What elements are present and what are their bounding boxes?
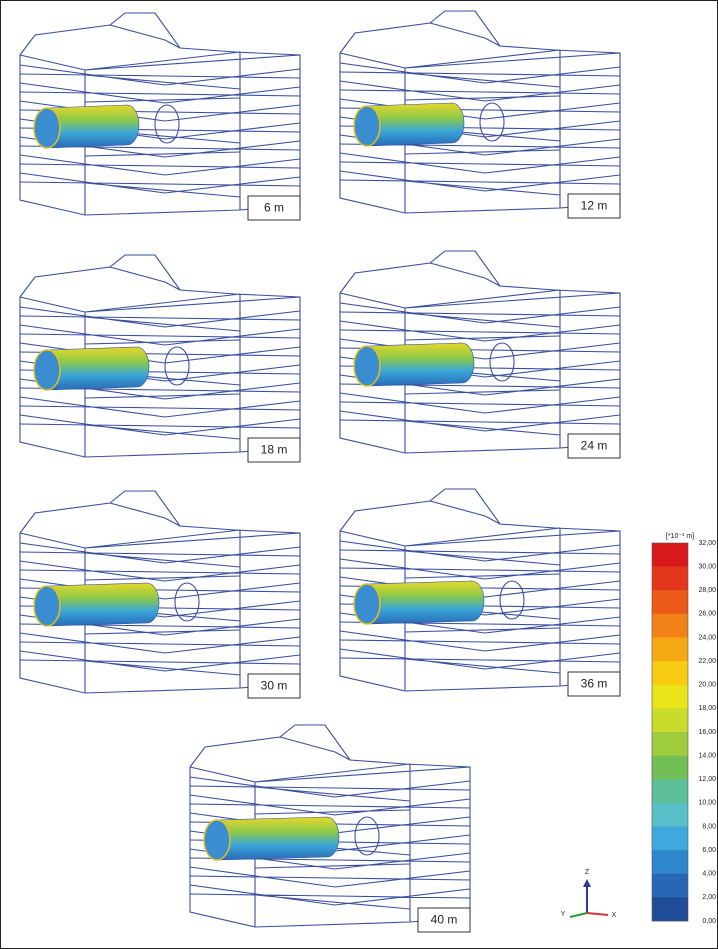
- legend-swatch: [652, 756, 688, 780]
- model-panel: 36 m: [340, 489, 620, 696]
- depth-label: 24 m: [581, 439, 608, 453]
- color-legend: [*10⁻³ m] 32,00 30,00 28,00 26,00 24,00 22,00…: [652, 533, 716, 925]
- legend-swatch: [652, 614, 688, 638]
- tunnel-face: [34, 108, 60, 148]
- depth-label: 40 m: [431, 913, 458, 927]
- legend-swatch: [652, 543, 688, 567]
- legend-tick-label: 8,00: [702, 823, 716, 830]
- legend-swatch: [652, 638, 688, 662]
- legend-tick-label: 20,00: [698, 682, 716, 689]
- tunnel-face: [34, 350, 60, 390]
- tunnel: [47, 583, 159, 626]
- legend-tick-label: 30,00: [698, 563, 716, 570]
- z-arrow: [583, 879, 591, 887]
- legend-tick-label: 0,00: [702, 918, 716, 925]
- tunnel-end: [500, 581, 524, 619]
- legend-swatch: [652, 897, 688, 921]
- model-panel: 18 m: [20, 255, 300, 462]
- legend-swatch: [652, 827, 688, 851]
- legend-swatch: [652, 685, 688, 709]
- tunnel: [367, 343, 474, 386]
- figure: 6 m 12 m 18 m 24 m 30 m 36 m 40 m [*10⁻³ m] 32…: [0, 0, 718, 949]
- legend-tick-label: 28,00: [698, 587, 716, 594]
- panels: 6 m 12 m 18 m 24 m 30 m 36 m 40 m: [20, 11, 620, 932]
- tunnel-end: [155, 105, 179, 143]
- depth-label: 6 m: [264, 201, 284, 215]
- legend-swatch: [652, 590, 688, 614]
- tunnel: [217, 817, 339, 860]
- model-panel: 12 m: [340, 11, 620, 218]
- axis-triad: Z Y X: [561, 869, 617, 919]
- tunnel-face: [354, 346, 380, 386]
- model-panel: 30 m: [20, 491, 300, 698]
- depth-label: 36 m: [581, 677, 608, 691]
- tunnel-face: [34, 586, 60, 626]
- tunnel: [47, 347, 149, 390]
- x-label: X: [612, 912, 617, 919]
- legend-tick-label: 22,00: [698, 658, 716, 665]
- tunnel: [47, 105, 139, 148]
- legend-swatch: [652, 708, 688, 732]
- legend-swatch: [652, 732, 688, 756]
- legend-swatch: [652, 803, 688, 827]
- legend-tick-label: 10,00: [698, 800, 716, 807]
- legend-swatch: [652, 567, 688, 591]
- tunnel-end: [175, 583, 199, 621]
- legend-tick-label: 18,00: [698, 705, 716, 712]
- legend-tick-label: 12,00: [698, 776, 716, 783]
- legend-tick-label: 2,00: [702, 894, 716, 901]
- z-label: Z: [585, 869, 590, 876]
- legend-swatch: [652, 850, 688, 874]
- tunnel: [367, 581, 484, 624]
- legend-tick-label: 26,00: [698, 611, 716, 618]
- legend-tick-label: 14,00: [698, 752, 716, 759]
- legend-tick-label: 24,00: [698, 634, 716, 641]
- legend-swatch: [652, 661, 688, 685]
- depth-label: 30 m: [261, 679, 288, 693]
- legend-tick-label: 16,00: [698, 729, 716, 736]
- tunnel: [367, 103, 464, 146]
- tunnel-face: [354, 106, 380, 146]
- legend-tick-label: 6,00: [702, 847, 716, 854]
- legend-title: [*10⁻³ m]: [666, 533, 694, 540]
- legend-tick-label: 32,00: [698, 540, 716, 547]
- tunnel-face: [354, 584, 380, 624]
- model-panel: 24 m: [340, 251, 620, 458]
- model-panel: 6 m: [20, 13, 300, 220]
- y-axis: [570, 913, 587, 917]
- depth-label: 18 m: [261, 443, 288, 457]
- legend-tick-label: 4,00: [702, 871, 716, 878]
- y-label: Y: [561, 911, 566, 918]
- legend-swatch: [652, 779, 688, 803]
- x-axis: [587, 913, 608, 915]
- depth-label: 12 m: [581, 199, 608, 213]
- tunnel-end: [355, 817, 379, 855]
- model-panel: 40 m: [190, 725, 470, 932]
- legend-swatch: [652, 874, 688, 898]
- tunnel-face: [204, 820, 230, 860]
